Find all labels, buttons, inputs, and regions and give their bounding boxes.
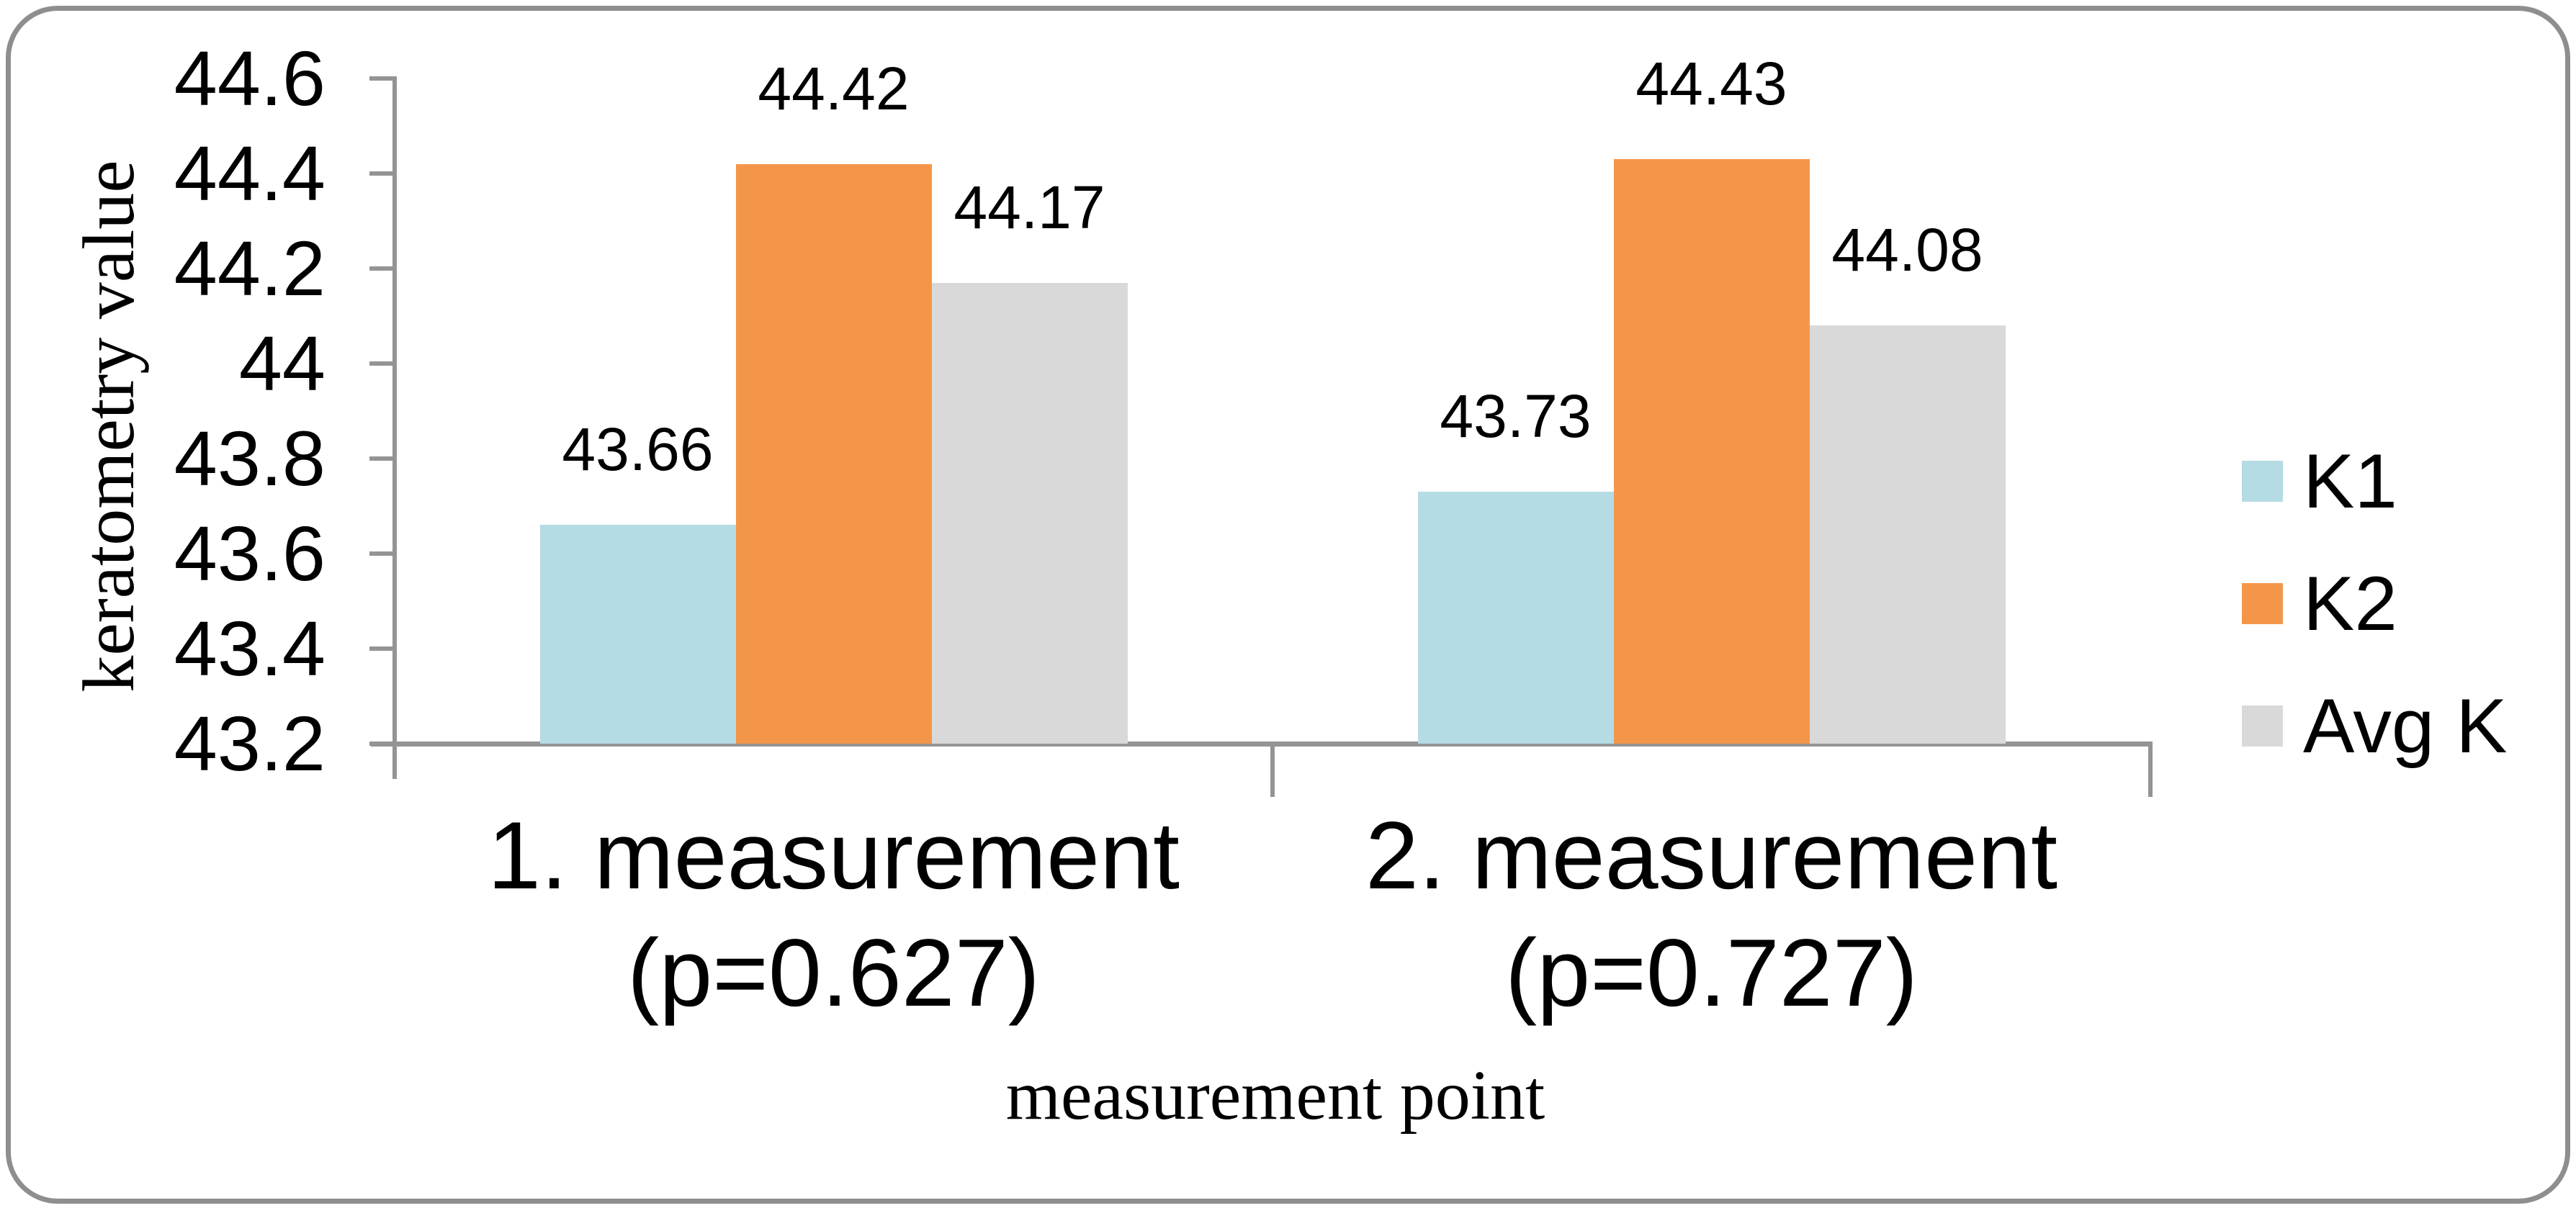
- x-category-separator-tick: [1270, 747, 1275, 797]
- y-tick-label-43.2: 43.2: [174, 700, 326, 787]
- y-tick-label-43.4: 43.4: [174, 605, 326, 692]
- y-tick-43.4: [369, 646, 395, 651]
- y-tick-label-44: 44: [238, 320, 326, 407]
- y-tick-label-43.8: 43.8: [174, 415, 326, 502]
- bar-k2-cat2: [1613, 159, 1810, 744]
- x-axis-title: measurement point: [1005, 1057, 1545, 1135]
- bar-label-43.73: 43.73: [1440, 382, 1592, 451]
- y-tick-label-44.4: 44.4: [174, 130, 326, 217]
- x-category-label-2: 2. measurement (p=0.727): [1208, 798, 2216, 1032]
- legend-label-avg-k: Avg K: [2303, 682, 2508, 769]
- legend-label-k2: K2: [2303, 560, 2397, 646]
- bar-label-43.66: 43.66: [562, 415, 714, 484]
- bar-label-44.17: 44.17: [953, 173, 1105, 241]
- y-tick-43.2: [369, 742, 395, 746]
- y-tick-label-44.2: 44.2: [174, 225, 326, 312]
- y-tick-label-43.6: 43.6: [174, 510, 326, 597]
- y-tick-44.4: [369, 171, 395, 176]
- y-tick-43.8: [369, 456, 395, 461]
- y-tick-43.6: [369, 551, 395, 556]
- x-axis-line: [371, 742, 2153, 747]
- legend-swatch-k2: [2242, 583, 2283, 624]
- x-axis-end-tick: [2148, 747, 2153, 797]
- legend-swatch-avg-k: [2242, 706, 2283, 747]
- bar-avg-k-cat2: [1809, 325, 2006, 744]
- y-tick-label-44.6: 44.6: [174, 35, 326, 122]
- x-category-label-line: 1. measurement: [487, 803, 1180, 909]
- legend-label-k1: K1: [2303, 438, 2397, 524]
- figure-border: [6, 6, 2570, 1204]
- y-axis-line: [392, 76, 397, 779]
- bar-avg-k-cat1: [931, 282, 1128, 744]
- y-tick-44.6: [369, 76, 395, 81]
- x-category-label-line: (p=0.627): [627, 920, 1041, 1027]
- legend-swatch-k1: [2242, 461, 2283, 502]
- bar-label-44.43: 44.43: [1635, 50, 1787, 118]
- bar-k1-cat2: [1417, 492, 1614, 744]
- bar-label-44.42: 44.42: [758, 54, 910, 122]
- bar-k1-cat1: [539, 525, 736, 744]
- x-category-label-line: 2. measurement: [1365, 803, 2057, 909]
- y-tick-44: [369, 361, 395, 366]
- x-category-label-line: (p=0.727): [1504, 920, 1918, 1027]
- y-axis-title: keratometry value: [68, 160, 150, 693]
- bar-k2-cat1: [735, 163, 932, 744]
- x-category-label-1: 1. measurement (p=0.627): [330, 798, 1338, 1032]
- bar-label-44.08: 44.08: [1831, 216, 1983, 284]
- y-tick-44.2: [369, 266, 395, 271]
